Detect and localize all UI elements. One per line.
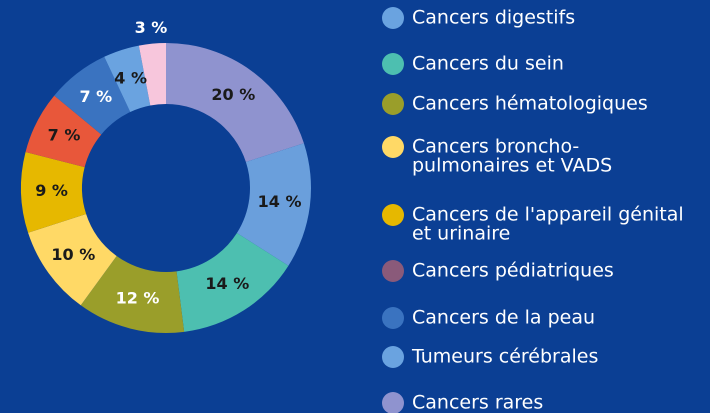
legend-swatch [382,53,404,75]
value-label: 3 % [135,18,168,37]
legend-swatch [382,346,404,368]
legend-swatch [382,307,404,329]
value-label: 20 % [211,85,255,104]
donut-segment [80,255,185,333]
value-label: 9 % [35,181,68,200]
donut-segment [20,151,87,233]
value-label: 14 % [258,192,302,211]
legend-label: Tumeurs cérébrales [411,346,598,368]
legend-label: Cancers digestifs [412,7,575,29]
legend-label: Cancers hématologiques [412,93,648,115]
legend-swatch [382,260,404,282]
legend-swatch [382,93,404,115]
legend-label: Cancers du sein [412,53,564,75]
legend-swatch [382,392,404,413]
donut-segment [28,213,117,306]
legend-label: Cancers broncho- [412,136,579,158]
donut-segment [236,143,311,266]
value-label: 7 % [48,126,81,145]
donut-segment [138,43,166,106]
legend-label: et urinaire [412,223,510,245]
legend-label: Cancers rares [412,392,543,413]
legend-swatch [382,136,404,158]
donut-segment [104,45,151,112]
value-label: 14 % [205,274,249,293]
value-label: 7 % [79,87,112,106]
legend-label: Cancers de la peau [412,307,595,329]
legend-label: pulmonaires et VADS [412,155,612,177]
legend-label: Cancers pédiatriques [412,260,614,282]
value-label: 4 % [114,69,147,88]
donut-segment [54,56,131,135]
legend-swatch [382,204,404,226]
legend-label: Cancers de l'appareil génital [412,204,684,226]
value-label: 10 % [51,245,95,264]
value-label: 12 % [116,288,160,307]
donut-segment [176,233,289,332]
donut-segment [25,95,102,168]
donut-segment [166,43,304,163]
legend-swatch [382,7,404,29]
